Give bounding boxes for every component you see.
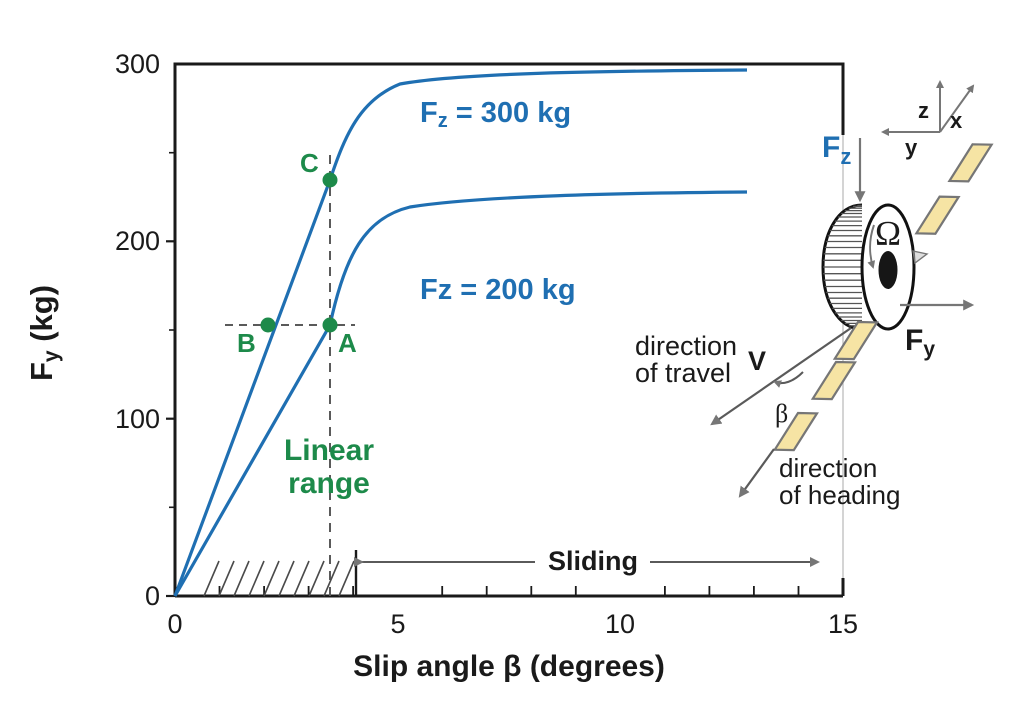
svg-text:Fz: Fz bbox=[822, 131, 851, 169]
svg-text:10: 10 bbox=[605, 609, 635, 639]
svg-text:direction: direction bbox=[779, 453, 877, 483]
svg-text:of travel: of travel bbox=[635, 358, 731, 388]
svg-text:direction: direction bbox=[635, 331, 737, 361]
svg-text:Linear: Linear bbox=[284, 434, 374, 467]
svg-text:Sliding: Sliding bbox=[548, 546, 638, 576]
svg-text:y: y bbox=[905, 135, 918, 160]
svg-text:Fy (kg): Fy (kg) bbox=[24, 285, 63, 381]
svg-text:range: range bbox=[288, 467, 370, 500]
svg-text:V: V bbox=[748, 346, 766, 376]
svg-text:0: 0 bbox=[145, 581, 160, 611]
svg-text:Slip angle β (degrees): Slip angle β (degrees) bbox=[353, 650, 665, 683]
svg-text:0: 0 bbox=[167, 609, 182, 639]
svg-text:200: 200 bbox=[115, 226, 160, 256]
svg-text:5: 5 bbox=[390, 609, 405, 639]
svg-text:of heading: of heading bbox=[779, 480, 900, 510]
svg-text:100: 100 bbox=[115, 404, 160, 434]
svg-text:Fz = 200 kg: Fz = 200 kg bbox=[420, 274, 576, 306]
svg-text:z: z bbox=[918, 98, 929, 123]
svg-text:Ω: Ω bbox=[875, 214, 901, 253]
svg-text:C: C bbox=[300, 148, 319, 178]
svg-text:Fz = 300 kg: Fz = 300 kg bbox=[420, 97, 571, 132]
svg-text:A: A bbox=[338, 328, 357, 358]
svg-text:x: x bbox=[950, 108, 963, 133]
svg-text:β: β bbox=[775, 399, 788, 428]
svg-text:B: B bbox=[237, 328, 256, 358]
svg-text:Fy: Fy bbox=[905, 324, 935, 361]
svg-text:300: 300 bbox=[115, 49, 160, 79]
svg-text:15: 15 bbox=[828, 609, 858, 639]
